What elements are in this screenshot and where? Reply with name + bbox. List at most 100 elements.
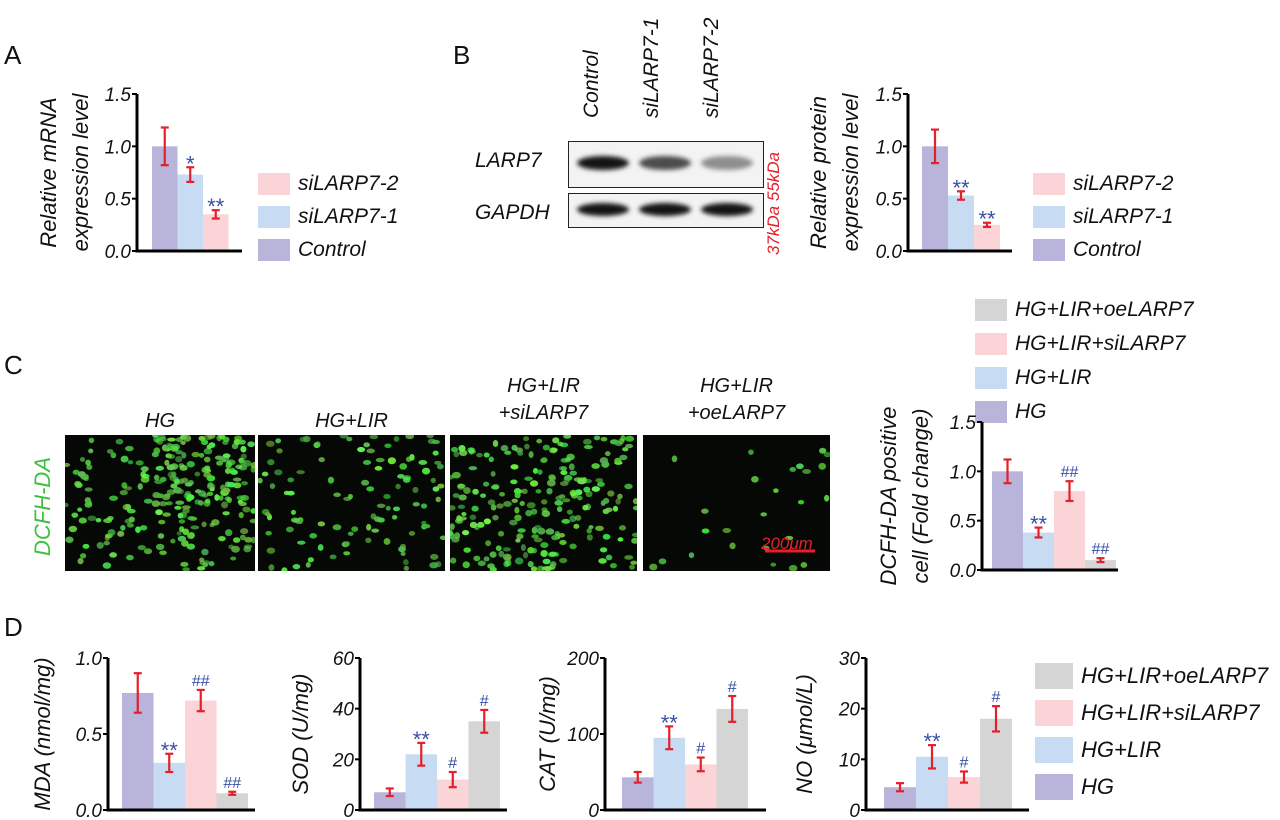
legend-item: Control [258, 238, 366, 262]
legend-swatch [1035, 700, 1073, 726]
y-axis-title: MDA (nmol/mg) [30, 657, 55, 810]
legend-swatch [1033, 239, 1065, 261]
y-axis-title: cell (Fold change) [908, 409, 933, 584]
y-tick-label: 0.5 [876, 190, 903, 211]
legend-item: siLARP7-2 [1033, 172, 1173, 196]
legend-item: HG+LIR [975, 366, 1091, 390]
legend-swatch [975, 333, 1007, 355]
y-tick-label: 0 [343, 801, 354, 820]
y-tick-label: 100 [567, 725, 599, 746]
y-tick-label: 0.5 [76, 725, 103, 746]
legend-item: HG+LIR [1035, 737, 1161, 763]
y-tick-label: 200 [566, 649, 599, 670]
error-bar [448, 770, 457, 789]
y-axis-title: Relative protein [806, 96, 831, 249]
legend-label: siLARP7-1 [298, 205, 399, 228]
protein-band [577, 203, 629, 216]
legend-swatch [258, 239, 290, 261]
bar-mda-2 [185, 700, 217, 810]
bar-protein-1 [948, 195, 974, 251]
significance-mark: ** [978, 207, 996, 232]
scale-bar-label: 200μm [761, 534, 813, 553]
error-bar [160, 126, 169, 167]
fluorescence-image [643, 435, 830, 571]
significance-mark: ** [161, 738, 179, 763]
bar-no-3 [980, 718, 1012, 810]
significance-mark: # [728, 679, 737, 696]
legend-label: Control [1073, 238, 1141, 261]
legend-swatch [1035, 774, 1073, 800]
legend-swatch [975, 299, 1007, 321]
error-bar [665, 725, 674, 751]
significance-mark: ** [413, 727, 431, 752]
group-label: HG+LIR [258, 408, 445, 435]
y-tick-label: 0.0 [105, 242, 132, 263]
legend-label: siLARP7-1 [1073, 205, 1174, 228]
y-tick-label: 1.5 [105, 85, 132, 106]
legend-label: HG+LIR+oeLARP7 [1081, 663, 1269, 688]
legend-label: siLARP7-2 [1073, 172, 1174, 195]
legend-swatch [1033, 173, 1065, 195]
bar-mrna-1 [177, 174, 203, 251]
legend-label: HG [1015, 400, 1047, 423]
blot-strip [568, 193, 764, 228]
significance-mark: ## [223, 775, 241, 792]
significance-mark: # [992, 689, 1001, 706]
significance-mark: # [696, 741, 705, 758]
group-label-line: HG [145, 410, 175, 432]
legend-label: Control [298, 238, 366, 261]
protein-band [701, 156, 753, 170]
error-bar [228, 790, 237, 796]
bar-mrna-2 [203, 214, 229, 251]
protein-band [639, 203, 691, 216]
significance-mark: ** [661, 710, 679, 735]
significance-mark: ** [923, 729, 941, 754]
panel-label-b: B [453, 40, 471, 70]
significance-mark: ** [952, 175, 970, 200]
y-tick-label: 40 [333, 700, 355, 721]
chart-mda: ** ## ## 0.0 0.5 1.0 MDA (nmol/mg) [30, 649, 255, 820]
legend-item: Control [1033, 238, 1141, 262]
error-bar [165, 752, 174, 774]
legend-label: HG+LIR [1015, 366, 1092, 389]
error-bar [417, 741, 426, 767]
legend-item: HG+LIR+oeLARP7 [975, 298, 1194, 322]
significance-mark: ## [192, 673, 210, 690]
legend-item: HG [975, 400, 1047, 424]
y-axis-title: expression level [838, 93, 863, 252]
legend-swatch [975, 367, 1007, 389]
protein-label: GAPDH [475, 201, 550, 224]
error-bar [728, 694, 737, 723]
group-label: HG+LIR +oeLARP7 [643, 373, 830, 427]
legend-label: siLARP7-2 [298, 172, 399, 195]
legend-swatch [975, 401, 1007, 423]
bar-no-0 [884, 787, 916, 810]
legend-swatch [258, 206, 290, 228]
error-bar [1034, 526, 1043, 539]
group-label-line: HG+LIR [507, 375, 580, 397]
significance-mark: ## [1092, 541, 1110, 558]
y-tick-label: 1.0 [950, 462, 977, 483]
group-label-line: HG+LIR [700, 375, 773, 397]
y-tick-label: 30 [839, 649, 861, 670]
error-bar [480, 708, 489, 734]
blot-strip [568, 141, 764, 188]
error-bar [186, 166, 195, 184]
y-tick-label: 0 [849, 801, 860, 820]
significance-mark: ## [1061, 464, 1079, 481]
bar-cat-3 [716, 708, 748, 810]
error-bar [960, 770, 968, 784]
bar-protein-2 [974, 224, 1000, 251]
error-bar [983, 221, 991, 229]
fluorescence-image [450, 435, 637, 571]
y-tick-label: 0.5 [105, 190, 132, 211]
error-bar [633, 770, 642, 784]
group-label-line: +oeLARP7 [687, 402, 786, 424]
y-axis-title: NO (μmol/L) [792, 674, 817, 794]
y-tick-label: 10 [839, 750, 861, 771]
chart-dcfh: ** ## ## 0.0 0.5 1.0 1.5 DCFH-DA positive cell (… [876, 407, 1118, 585]
legend-item: siLARP7-1 [1033, 205, 1173, 229]
group-label: HG+LIR +siLARP7 [450, 373, 637, 427]
y-tick-label: 0.0 [76, 801, 103, 820]
